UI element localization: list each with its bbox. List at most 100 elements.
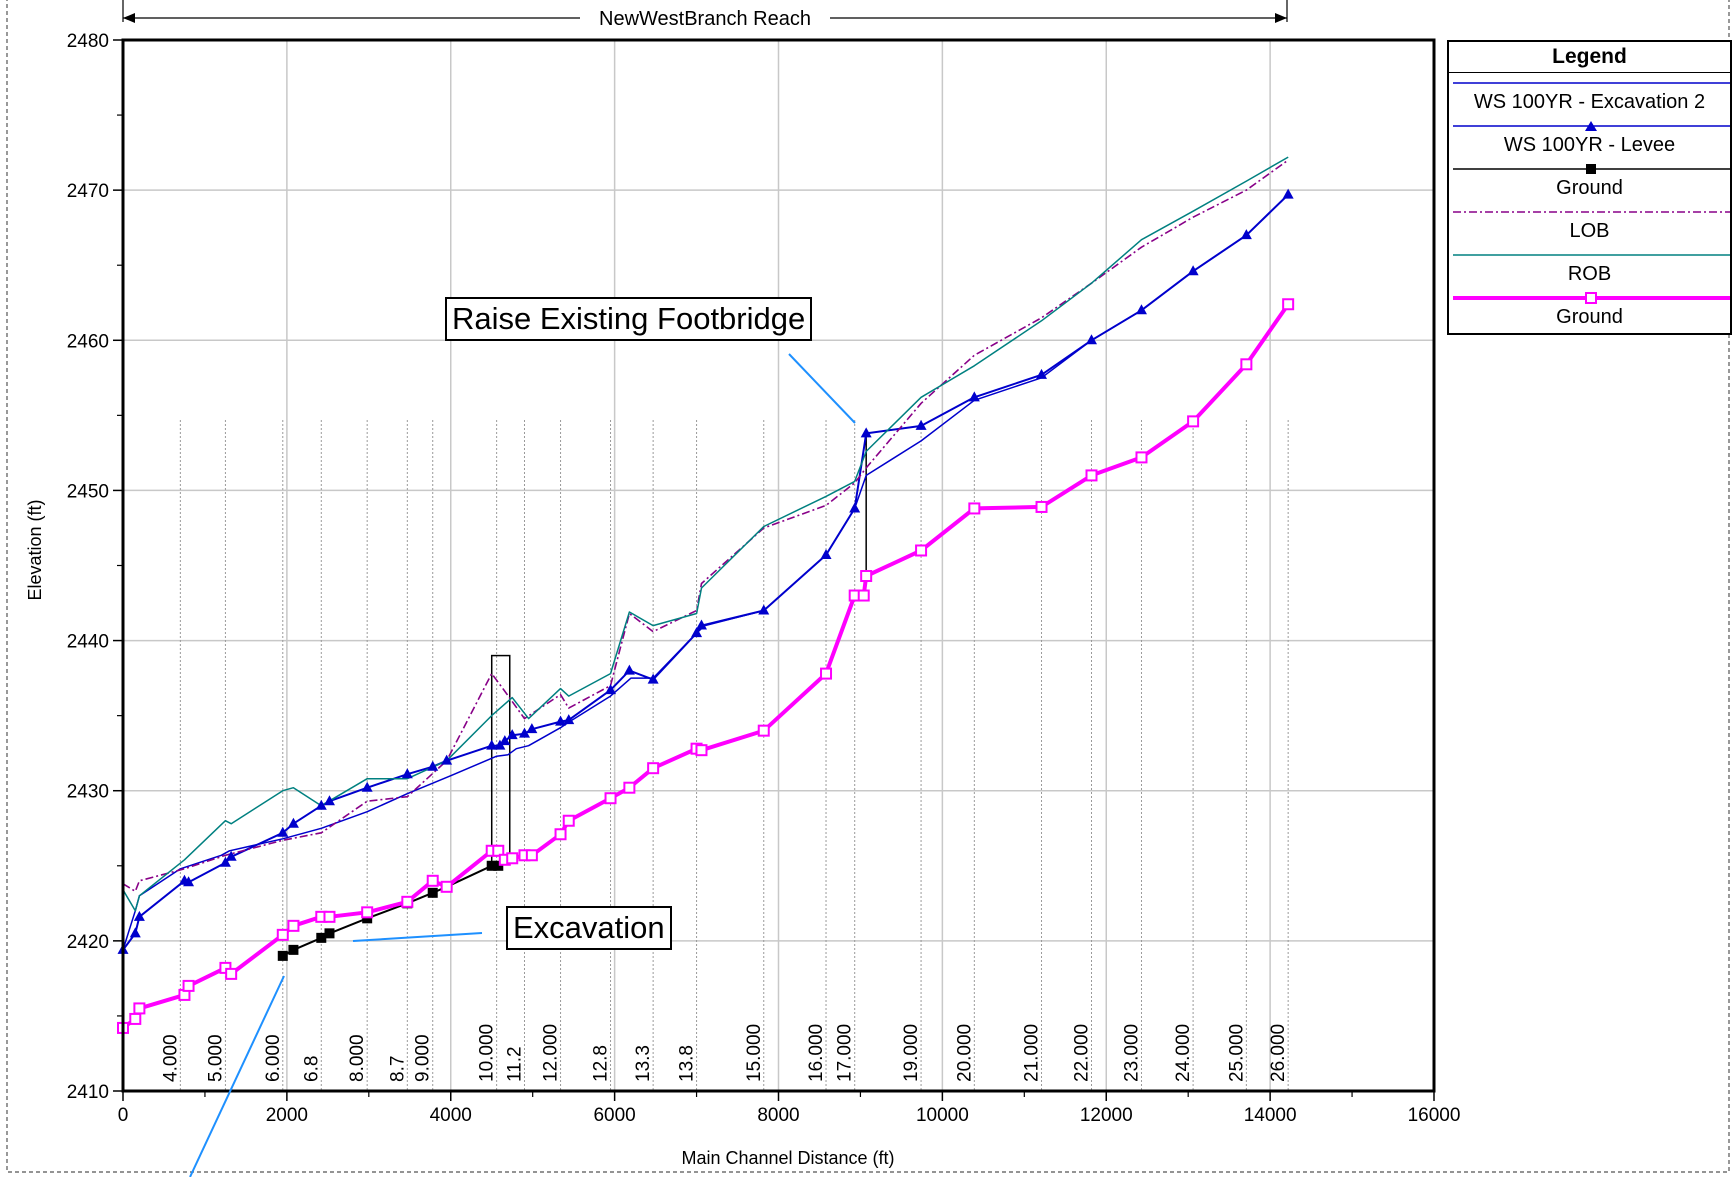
footbridge-pointer — [788, 353, 856, 424]
data-point — [1187, 415, 1200, 428]
data-point — [361, 781, 373, 792]
reach-title: NewWestBranch Reach — [599, 8, 811, 30]
station-label: 5.000 — [205, 1034, 226, 1082]
data-point — [506, 852, 519, 865]
data-point — [493, 860, 504, 871]
data-point — [323, 795, 335, 806]
bridge-outline-10000 — [490, 654, 511, 864]
data-point — [555, 715, 567, 726]
legend-item-lob: LOB — [1449, 202, 1730, 245]
marker-layer — [117, 188, 1295, 1034]
data-point — [758, 604, 770, 615]
data-point — [133, 910, 145, 921]
x-tick-label: 16000 — [1408, 1105, 1461, 1126]
legend-item-ground-black: Ground — [1449, 159, 1730, 202]
station-label: 20.000 — [954, 1024, 975, 1082]
data-point — [362, 913, 373, 924]
reach-arrow-right-head — [1275, 13, 1287, 23]
legend-label: WS 100YR - Excavation 2 — [1473, 91, 1706, 113]
excavation-pointer — [352, 932, 483, 942]
station-label: 21.000 — [1022, 1024, 1043, 1082]
data-point — [857, 589, 870, 602]
station-label: 16.000 — [806, 1024, 827, 1082]
data-point — [526, 723, 538, 734]
data-point — [695, 744, 708, 757]
reach-title-bg — [580, 8, 830, 30]
excavation-pointer-lower — [189, 975, 285, 1177]
station-label: 12.000 — [541, 1024, 562, 1082]
data-point — [647, 673, 659, 684]
data-point — [525, 849, 538, 862]
data-point — [1135, 304, 1147, 315]
data-point — [605, 684, 617, 695]
station-label: 26.000 — [1268, 1024, 1289, 1082]
data-point — [1035, 500, 1048, 513]
data-point — [486, 860, 497, 871]
station-label: 22.000 — [1072, 1024, 1093, 1082]
station-label: 15.000 — [744, 1024, 765, 1082]
data-point — [225, 850, 237, 861]
station-label: 8.000 — [347, 1034, 368, 1082]
data-point — [427, 887, 438, 898]
station-label: 19.000 — [901, 1024, 922, 1082]
data-point — [182, 979, 195, 992]
data-point — [492, 844, 505, 857]
data-point — [860, 427, 872, 438]
data-point — [129, 927, 141, 938]
data-point — [183, 876, 195, 887]
series-layer — [121, 156, 1290, 1030]
excavation-annotation: Excavation — [506, 906, 672, 950]
x-tick-label: 4000 — [430, 1105, 472, 1126]
x-tick-label: 0 — [118, 1105, 129, 1126]
station-label: 12.8 — [591, 1045, 612, 1082]
series-line — [282, 864, 499, 957]
y-tick-label: 2480 — [67, 31, 109, 52]
data-point — [1036, 368, 1048, 379]
data-point — [820, 667, 833, 680]
y-tick-label: 2470 — [67, 181, 109, 202]
legend-label: WS 100YR - Levee — [1503, 134, 1676, 156]
x-tick-label: 6000 — [593, 1105, 635, 1126]
station-label: 13.3 — [633, 1045, 654, 1082]
x-tick-label: 12000 — [1080, 1105, 1133, 1126]
legend: Legend WS 100YR - Excavation 2 WS 100YR … — [1447, 40, 1732, 335]
legend-item-excavation: WS 100YR - Excavation 2 — [1449, 73, 1730, 116]
data-point — [315, 799, 327, 810]
data-point — [968, 502, 981, 515]
data-point — [1086, 334, 1098, 345]
reach-span: NewWestBranch Reach — [122, 0, 1288, 30]
data-point — [1240, 229, 1252, 240]
station-lines: 4.000 5.000 6.000 6.8 8.000 8.7 9.000 10.000 11.… — [160, 420, 1289, 1091]
y-tick-label: 2430 — [67, 782, 109, 803]
station-label: 6.000 — [263, 1034, 284, 1082]
data-point — [860, 570, 873, 583]
data-point — [133, 1002, 146, 1015]
station-label: 24.000 — [1173, 1024, 1194, 1082]
legend-label: LOB — [1569, 220, 1610, 242]
legend-item-levee: WS 100YR - Levee — [1449, 116, 1730, 159]
data-point — [968, 391, 980, 402]
data-point — [647, 762, 660, 775]
station-label: 23.000 — [1121, 1024, 1142, 1082]
data-point — [554, 828, 567, 841]
data-point — [287, 817, 299, 828]
axes: 0 2000 4000 6000 8000 10000 12000 14000 16000 241… — [67, 31, 1461, 1126]
data-point — [1282, 298, 1295, 311]
data-point — [277, 950, 288, 961]
reach-arrow-left-head — [123, 13, 135, 23]
data-point — [915, 544, 928, 557]
x-axis-title: Main Channel Distance (ft) — [681, 1148, 894, 1168]
data-point — [441, 754, 453, 765]
station-label: 8.7 — [387, 1056, 408, 1082]
y-tick-label: 2410 — [67, 1082, 109, 1103]
station-label: 4.000 — [160, 1034, 181, 1082]
data-point — [1187, 265, 1199, 276]
data-point — [1135, 451, 1148, 464]
data-point — [623, 781, 636, 794]
data-point — [623, 664, 635, 675]
station-label: 13.8 — [677, 1045, 698, 1082]
x-tick-label: 8000 — [757, 1105, 799, 1126]
data-point — [324, 928, 335, 939]
y-axis-title: Elevation (ft) — [25, 499, 45, 600]
station-label: 25.000 — [1226, 1024, 1247, 1082]
